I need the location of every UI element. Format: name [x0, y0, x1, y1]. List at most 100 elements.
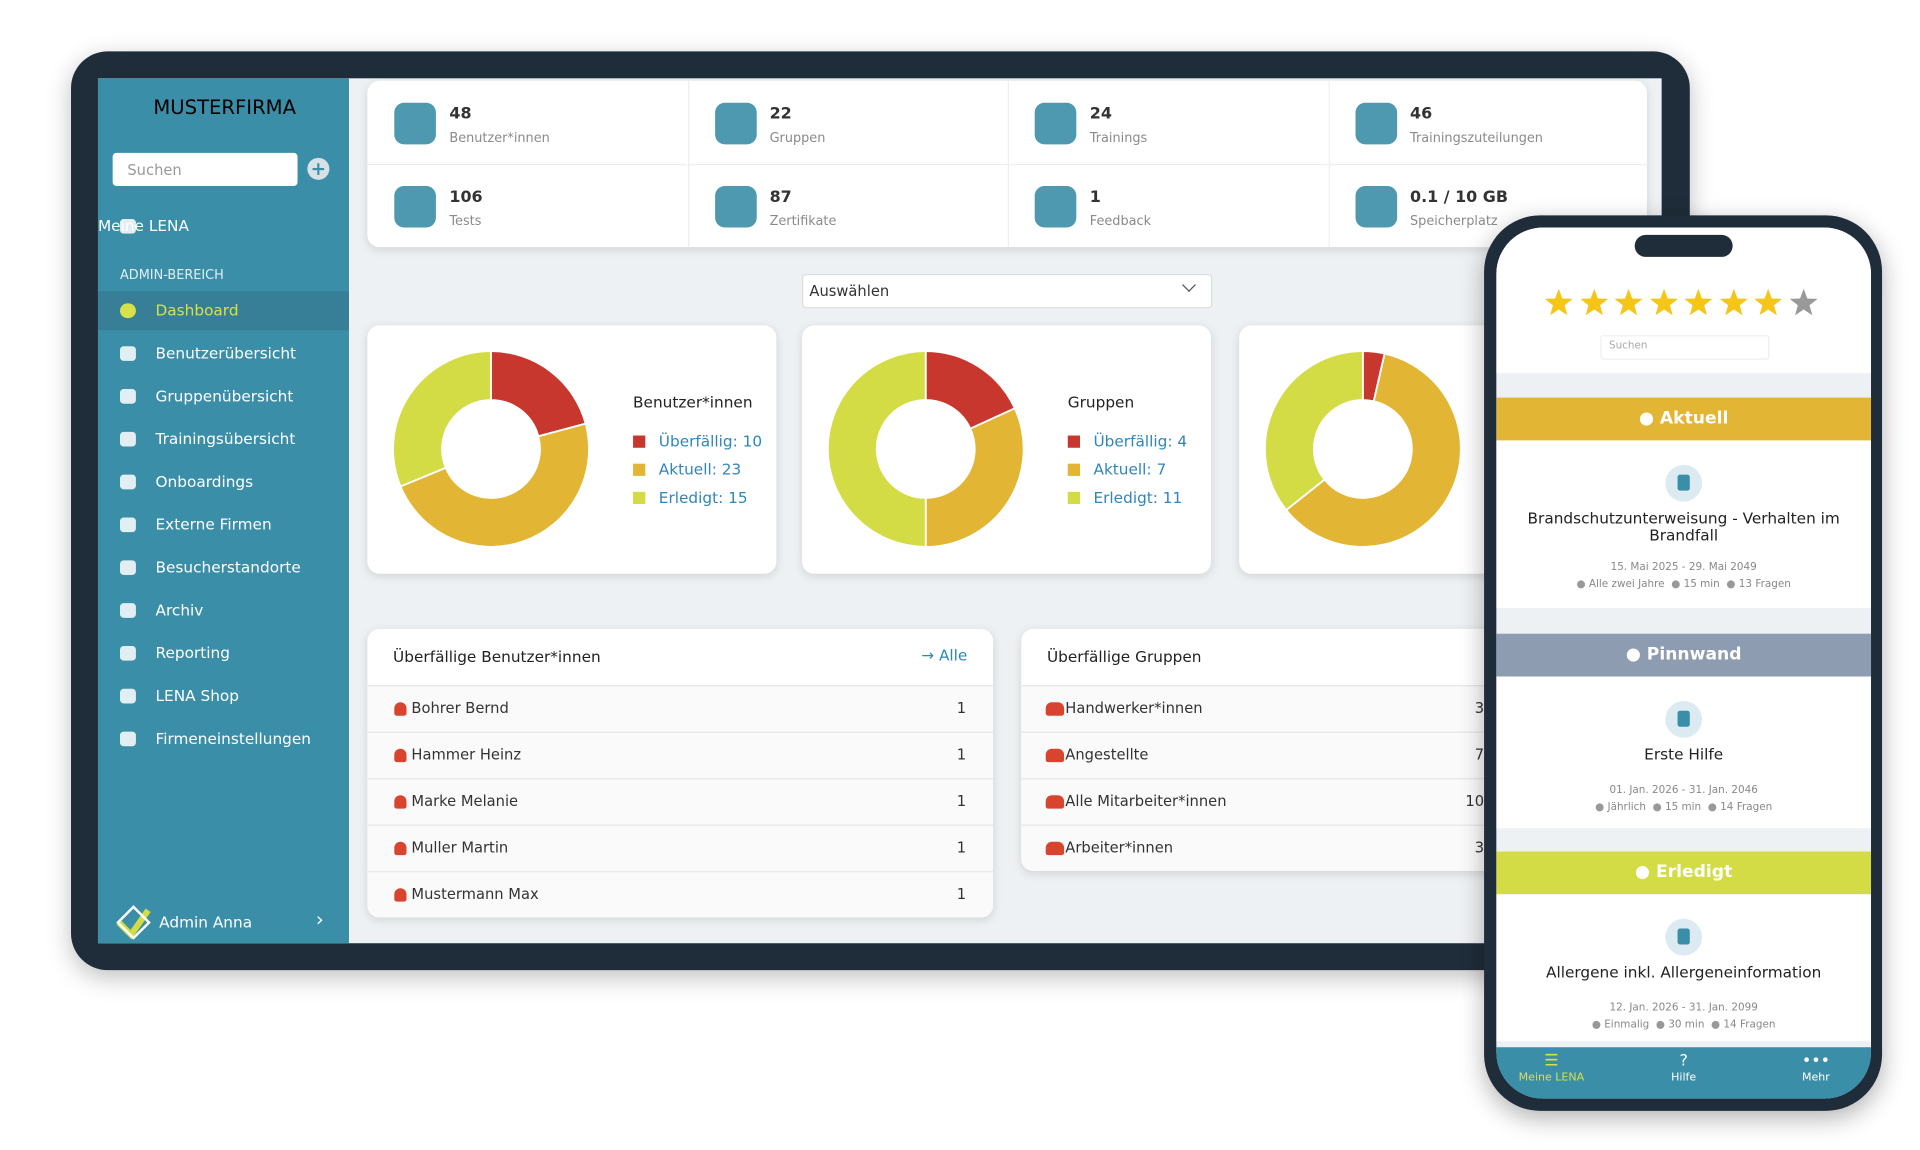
- chart-card: Gruppen Überfällig: 4 Aktuell: 7 Erledigt: …: [802, 325, 1212, 574]
- meta-icon: ●: [1726, 578, 1736, 591]
- nav-icon: ☰: [1544, 1052, 1559, 1071]
- stat-label: Trainingszuteilungen: [1410, 130, 1543, 146]
- meta-icon: ●: [1576, 578, 1586, 591]
- section-header[interactable]: ● Erledigt: [1496, 851, 1872, 895]
- meta-icon: ●: [1591, 1019, 1601, 1032]
- divider: [687, 163, 1008, 166]
- nav-label: Archiv: [155, 600, 204, 620]
- stat-icon: [1354, 185, 1397, 228]
- link[interactable]: → Alle: [921, 645, 968, 665]
- nav-item[interactable]: Besucherstandorte: [98, 548, 349, 587]
- meta-icon: ●: [1711, 1019, 1721, 1032]
- add-button[interactable]: +: [307, 157, 330, 180]
- nav-item[interactable]: Firmeneinstellungen: [98, 719, 349, 758]
- section-header[interactable]: ● Pinnwand: [1496, 633, 1872, 677]
- nav-item[interactable]: LENA Shop: [98, 677, 349, 716]
- row-icon: [1045, 702, 1065, 716]
- donut-segment: [392, 350, 492, 488]
- star: [1789, 288, 1818, 316]
- user-menu[interactable]: ›: [315, 907, 324, 932]
- star: [1649, 288, 1678, 316]
- card-dates: 01. Jan. 2026 - 31. Jan. 2046: [1609, 784, 1758, 797]
- nav-item[interactable]: Gruppenübersicht: [98, 377, 349, 416]
- training-card[interactable]: Allergene inkl. Allergeneinformation 12. …: [1496, 894, 1872, 1042]
- star: [1614, 288, 1643, 316]
- row-count: 10: [1465, 792, 1485, 810]
- nav-item[interactable]: Reporting: [98, 634, 349, 673]
- nav-label: Gruppenübersicht: [155, 386, 294, 405]
- stat-value: 48: [449, 105, 472, 124]
- nav-item[interactable]: Dashboard: [97, 291, 349, 331]
- user-logo: [116, 905, 151, 940]
- section-header[interactable]: ● Aktuell: [1496, 397, 1872, 441]
- table-row: Handwerker*innen 3: [1021, 685, 1512, 732]
- legend-label: Überfällig: 4: [1093, 431, 1188, 451]
- star: [1579, 288, 1608, 316]
- divider: [1007, 163, 1328, 166]
- legend-swatch: [633, 435, 646, 448]
- stat-icon: [1034, 102, 1077, 145]
- nav-item[interactable]: Benutzerübersicht: [98, 334, 349, 373]
- section-title: Pinnwand: [1646, 644, 1742, 665]
- meta-icon: ●: [1707, 801, 1717, 814]
- row-icon: [394, 888, 407, 902]
- row-count: 1: [956, 699, 967, 717]
- divider: [1327, 80, 1330, 164]
- nav-item[interactable]: Meine LENA: [98, 207, 349, 246]
- training-card[interactable]: Brandschutzunterweisung - Verhalten im B…: [1496, 440, 1872, 609]
- brand-logo: MUSTERFIRMA: [153, 95, 297, 119]
- meta-icon: ●: [1595, 801, 1605, 814]
- divider: [1007, 80, 1009, 164]
- row-name: Hammer Heinz: [411, 746, 522, 764]
- nav-label: Dashboard: [155, 300, 239, 320]
- nav-label: Benutzerübersicht: [155, 343, 297, 363]
- donut-chart: [826, 350, 1025, 548]
- divider: [687, 80, 689, 164]
- meta-icon: ●: [1671, 578, 1681, 591]
- row-icon: [394, 702, 407, 716]
- divider: [367, 163, 687, 166]
- nav-tab[interactable]: ? Hilfe: [1629, 1052, 1739, 1084]
- select[interactable]: Auswählen: [802, 274, 1213, 309]
- table-title: Überfällige Gruppen: [1046, 647, 1202, 666]
- nav-tab[interactable]: ☰ Meine LENA: [1496, 1052, 1606, 1084]
- nav-item[interactable]: Archiv: [98, 591, 349, 630]
- nav-item[interactable]: Externe Firmen: [98, 505, 349, 544]
- nav-tab[interactable]: ••• Mehr: [1761, 1052, 1871, 1084]
- nav-icon: ?: [1679, 1052, 1688, 1071]
- legend-label: Erledigt: 11: [1093, 488, 1183, 507]
- meta-text: 15 min: [1664, 801, 1702, 814]
- search-placeholder: Suchen: [1608, 340, 1648, 353]
- phone-screen: Suchen ● Aktuell Brandschutzunterweisung -…: [1496, 227, 1872, 1099]
- card-meta: ● Alle zwei Jahre ● 15 min ● 13 Fragen: [1496, 579, 1871, 591]
- nav-item[interactable]: Onboardings: [98, 462, 349, 501]
- nav-label: Reporting: [155, 643, 230, 662]
- row-count: 1: [956, 885, 967, 903]
- training-card[interactable]: Erste Hilfe 01. Jan. 2026 - 31. Jan. 2046…: [1496, 676, 1872, 829]
- row-count: 7: [1474, 746, 1485, 764]
- row-icon: [394, 795, 407, 809]
- legend-swatch: [1067, 435, 1081, 448]
- meta-text: 15 min: [1683, 578, 1720, 591]
- stat-icon: [394, 185, 436, 228]
- star: [1754, 288, 1783, 316]
- table-row: Mustermann Max 1: [367, 871, 994, 918]
- legend-label: Aktuell: 7: [1093, 459, 1167, 479]
- nav-item[interactable]: Trainingsübersicht: [98, 420, 349, 459]
- legend-swatch: [1067, 491, 1081, 505]
- search-box[interactable]: [1600, 335, 1770, 360]
- notch: [1634, 234, 1733, 257]
- row-name: Bohrer Bernd: [411, 699, 509, 717]
- tablet-screen: MUSTERFIRMA Suchen + Meine LENA ADMIN-BEREIC…: [97, 78, 1662, 944]
- stat-value: 24: [1089, 105, 1112, 124]
- search-box[interactable]: [112, 152, 298, 186]
- select-label: Auswählen: [809, 282, 890, 300]
- stat-value: 106: [449, 188, 483, 207]
- donut-segment: [924, 407, 1025, 548]
- nav-label: Onboardings: [155, 472, 254, 491]
- card-icon: [1665, 918, 1703, 956]
- row-count: 1: [956, 839, 967, 857]
- stat-icon: [1034, 185, 1077, 228]
- row-count: 3: [1474, 699, 1485, 717]
